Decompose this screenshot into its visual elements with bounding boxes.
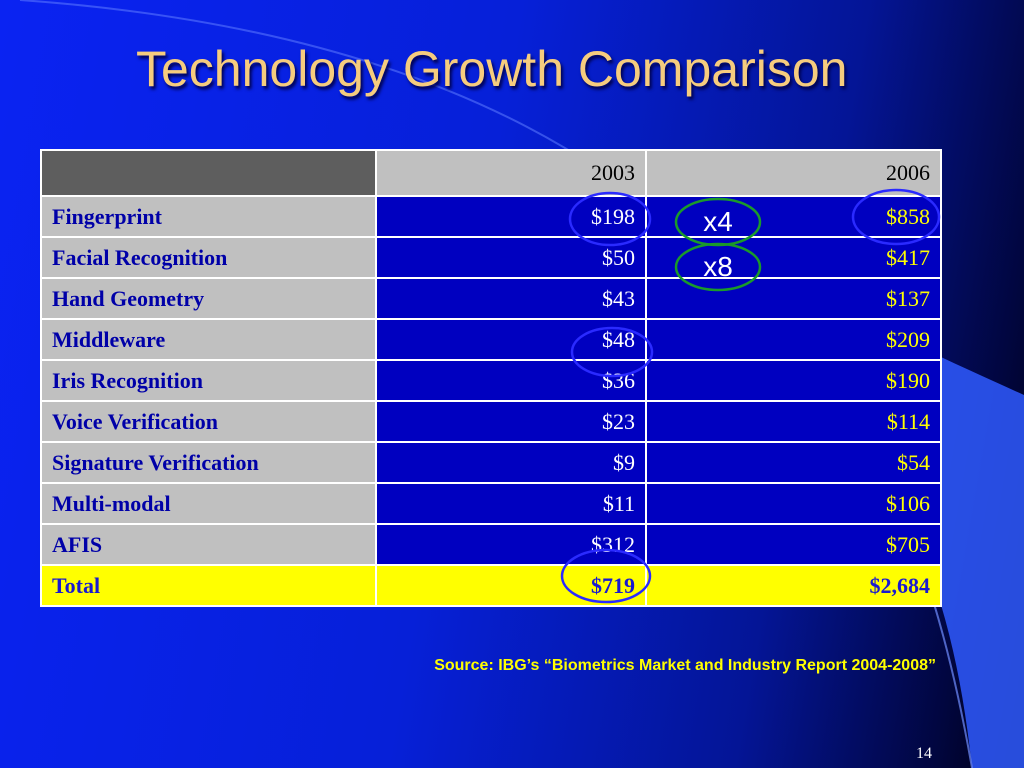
header-corner-cell — [40, 149, 377, 197]
value-2006: $190 — [645, 359, 942, 402]
value-2003: $11 — [375, 482, 647, 525]
row-label: AFIS — [40, 523, 377, 566]
growth-comparison-table: 2003 2006 Fingerprint $198 $858 Facial R… — [40, 149, 942, 607]
table-row: Hand Geometry $43 $137 — [40, 277, 942, 320]
value-2003: $43 — [375, 277, 647, 320]
row-label: Multi-modal — [40, 482, 377, 525]
multiplier-x4: x4 — [703, 206, 733, 237]
swoosh-curve-line — [19, 0, 601, 171]
row-label: Signature Verification — [40, 441, 377, 484]
total-2003: $719 — [375, 564, 647, 607]
source-note: Source: IBG’s “Biometrics Market and Ind… — [434, 657, 936, 674]
table-row: Multi-modal $11 $106 — [40, 482, 942, 525]
row-label: Facial Recognition — [40, 236, 377, 279]
table-header-row: 2003 2006 — [40, 149, 942, 197]
value-2006: $209 — [645, 318, 942, 361]
slide-title: Technology Growth Comparison — [136, 41, 848, 97]
table-row: AFIS $312 $705 — [40, 523, 942, 566]
value-2006: $114 — [645, 400, 942, 443]
value-2006: $705 — [645, 523, 942, 566]
table-row: Facial Recognition $50 $417 — [40, 236, 942, 279]
value-2003: $312 — [375, 523, 647, 566]
total-2006: $2,684 — [645, 564, 942, 607]
page-number: 14 — [916, 745, 932, 762]
row-label: Iris Recognition — [40, 359, 377, 402]
table-row: Middleware $48 $209 — [40, 318, 942, 361]
row-label: Middleware — [40, 318, 377, 361]
value-2003: $36 — [375, 359, 647, 402]
value-2003: $50 — [375, 236, 647, 279]
header-2006: 2006 — [645, 149, 942, 197]
table-row: Iris Recognition $36 $190 — [40, 359, 942, 402]
value-2006: $137 — [645, 277, 942, 320]
table-total-row: Total $719 $2,684 — [40, 564, 942, 607]
value-2006: $106 — [645, 482, 942, 525]
row-label: Voice Verification — [40, 400, 377, 443]
row-label: Hand Geometry — [40, 277, 377, 320]
table-row: Voice Verification $23 $114 — [40, 400, 942, 443]
value-2003: $198 — [375, 195, 647, 238]
value-2003: $23 — [375, 400, 647, 443]
value-2006: $54 — [645, 441, 942, 484]
multiplier-x8: x8 — [703, 251, 733, 282]
header-2003: 2003 — [375, 149, 647, 197]
table-row: Fingerprint $198 $858 — [40, 195, 942, 238]
row-label: Fingerprint — [40, 195, 377, 238]
value-2003: $48 — [375, 318, 647, 361]
table-row: Signature Verification $9 $54 — [40, 441, 942, 484]
value-2003: $9 — [375, 441, 647, 484]
total-label: Total — [40, 564, 377, 607]
